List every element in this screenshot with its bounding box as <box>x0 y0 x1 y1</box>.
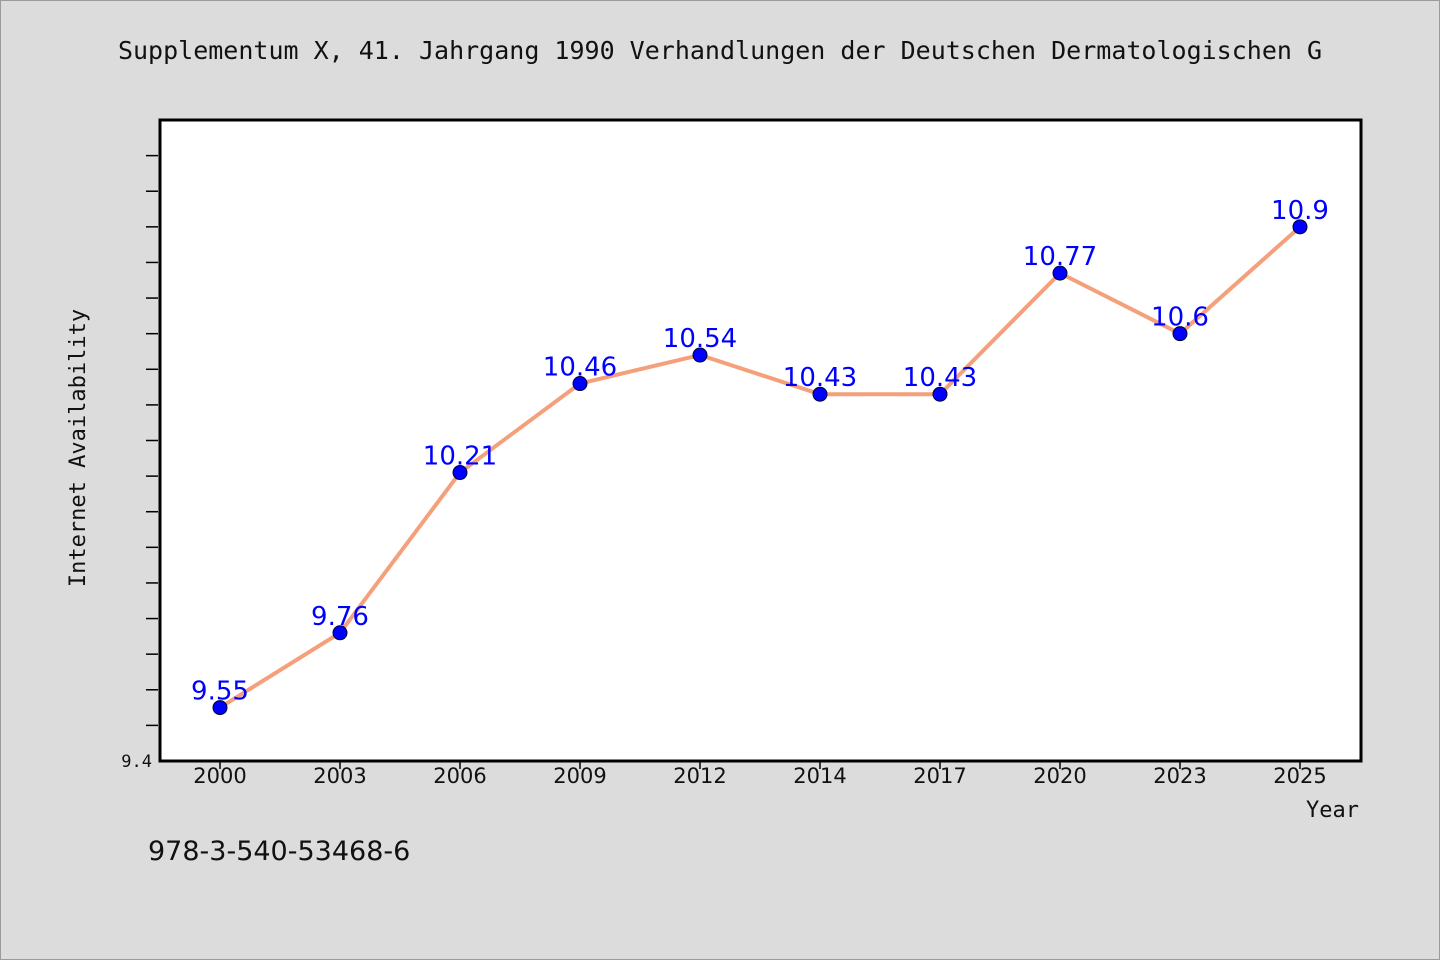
x-tick-label: 2023 <box>1153 764 1206 788</box>
data-point <box>452 465 468 481</box>
data-point <box>812 386 828 402</box>
x-tick-label: 2012 <box>673 764 726 788</box>
data-point <box>332 625 348 641</box>
data-point <box>1292 219 1308 235</box>
x-axis-tick-labels: 2000 2003 2006 2009 2012 2014 2017 2020 2023 2025 <box>193 764 1326 788</box>
y-axis-ticks <box>146 154 158 727</box>
x-tick-label: 2000 <box>193 764 246 788</box>
data-label: 9.55 <box>191 677 249 707</box>
data-point <box>212 700 228 716</box>
data-label: 10.6 <box>1151 303 1209 333</box>
data-point <box>1052 265 1068 281</box>
data-label: 10.43 <box>903 363 977 393</box>
series-line <box>218 224 1302 710</box>
y-tick-label: 9.4 <box>121 752 152 772</box>
data-label: 9.76 <box>311 602 369 632</box>
data-point <box>692 347 708 363</box>
data-label: 10.21 <box>423 442 497 472</box>
data-label: 10.54 <box>663 324 737 354</box>
y-axis-title: Internet Availability <box>66 309 91 587</box>
isbn-footer: 978-3-540-53468-6 <box>148 836 411 867</box>
x-tick-label: 2014 <box>793 764 846 788</box>
chart-title: Supplementum X, 41. Jahrgang 1990 Verhan… <box>117 36 1323 65</box>
x-axis-title: Year <box>1306 798 1359 823</box>
x-tick-label: 2003 <box>313 764 366 788</box>
plot-area <box>158 118 1363 763</box>
data-label: 10.9 <box>1271 196 1329 226</box>
data-point <box>1172 326 1188 342</box>
x-tick-label: 2025 <box>1273 764 1326 788</box>
data-label: 10.46 <box>543 353 617 383</box>
data-markers <box>212 219 1308 716</box>
x-tick-label: 2006 <box>433 764 486 788</box>
data-label: 10.43 <box>783 363 857 393</box>
data-label: 10.77 <box>1023 242 1097 272</box>
x-tick-label: 2009 <box>553 764 606 788</box>
data-point <box>932 386 948 402</box>
x-axis-ticks <box>219 761 1301 769</box>
series-line-group <box>218 224 1302 710</box>
x-tick-label: 2017 <box>913 764 966 788</box>
data-point <box>572 376 588 392</box>
data-labels: 9.55 9.76 10.21 10.46 10.54 10.43 10.43 10.77 10… <box>191 196 1329 707</box>
x-tick-label: 2020 <box>1033 764 1086 788</box>
y-axis-tick-labels: 9.4 <box>121 752 152 772</box>
